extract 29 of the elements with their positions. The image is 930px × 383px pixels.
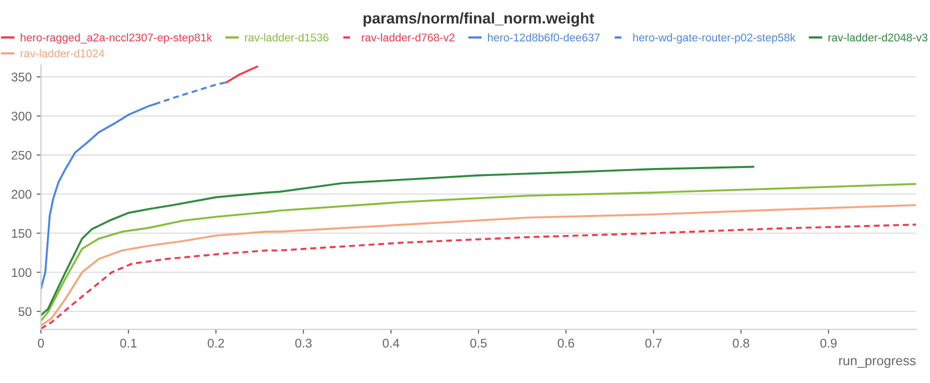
x-tick-label: 0.4 [382,338,400,348]
line-series [40,182,916,322]
legend-label: rav-ladder-d2048-v3 [828,33,928,42]
legend-label: rav-ladder-d768-v2 [362,33,454,42]
y-tick-label: 350 [12,72,32,82]
legend-label: hero-12d8b6f0-dee637 [488,33,600,42]
x-tick-label: 0.9 [820,338,837,348]
line-series [40,166,754,316]
x-tick-label: 0.7 [645,338,662,348]
legend-label: rav-ladder-d1536 [245,33,328,42]
x-tick-label: 0.3 [295,338,312,348]
y-tick-label: 300 [12,112,32,121]
legend-label: hero-wd-gate-router-p02-step58k [633,33,796,44]
legend-label: hero-ragged_a2a-nccl2307-ep-step81k [20,33,212,44]
line-series [40,204,916,326]
legend-label: rav-ladder-d1024 [20,49,104,58]
x-tick-label: 0 [38,338,44,348]
chart-title: params/norm/final_norm.weight [364,12,594,27]
y-tick-label: 200 [12,190,32,199]
x-axis-title: run_progress [839,358,916,368]
y-tick-label: 50 [18,307,32,316]
y-tick-label: 150 [12,229,32,238]
y-tick-label: 100 [12,268,32,277]
x-tick-label: 0.1 [120,338,137,348]
x-tick-label: 0.5 [470,338,487,348]
x-tick-label: 0.2 [208,338,224,348]
x-tick-label: 0.6 [558,338,574,348]
x-tick-label: 0.8 [732,338,750,348]
y-tick-label: 250 [12,150,32,160]
